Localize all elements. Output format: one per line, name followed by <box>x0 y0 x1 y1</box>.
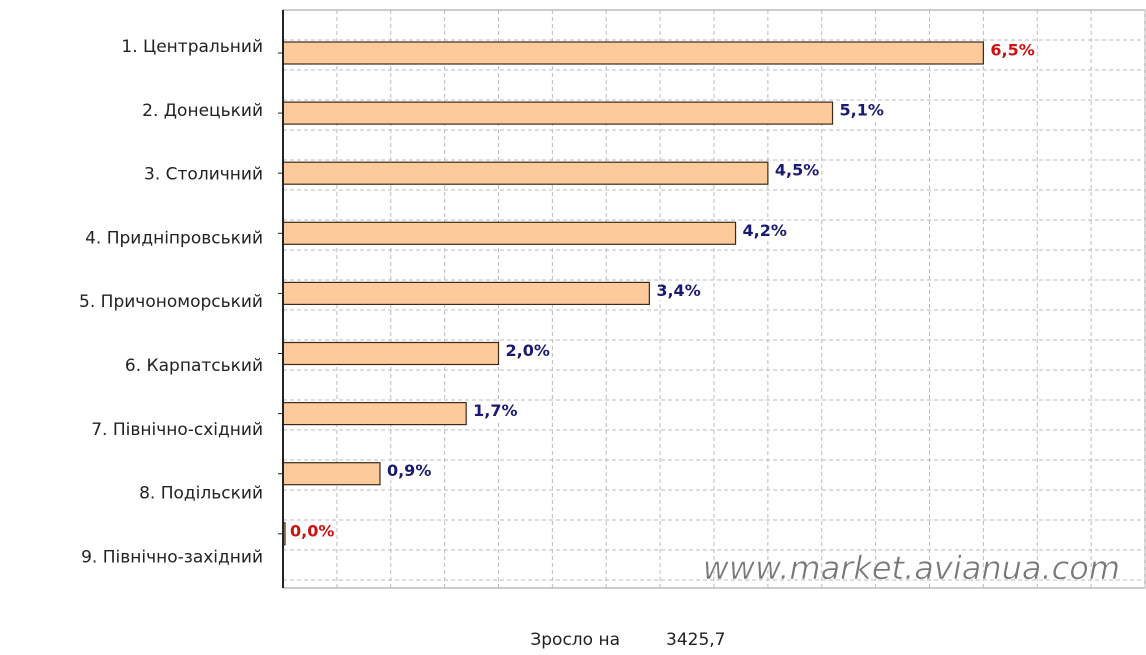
value-label: 4,5% <box>775 161 819 180</box>
value-label-bg <box>384 461 434 481</box>
y-tick-label: 2. Донецький <box>142 101 263 121</box>
value-label: 6,5% <box>990 41 1034 60</box>
y-tick-label: 5. Причономорський <box>79 292 263 312</box>
watermark: www.market.avianua.com <box>703 549 1120 587</box>
value-label: 2,0% <box>506 341 550 360</box>
bar <box>282 402 467 426</box>
value-label: 4,2% <box>743 221 787 240</box>
value-label-bg <box>288 521 337 541</box>
y-tick-label: 3. Столичний <box>144 165 263 185</box>
bar <box>282 101 834 125</box>
bar <box>282 41 984 65</box>
value-label-bg <box>654 280 703 300</box>
value-label: 3,4% <box>656 281 700 300</box>
y-tick-label: 8. Подільский <box>139 484 263 504</box>
bar <box>282 281 650 305</box>
y-tick-label: 4. Придніпровський <box>85 228 263 248</box>
y-tick-label: 7. Північно-східний <box>91 420 263 440</box>
y-tick-label: 9. Північно-західний <box>81 547 263 567</box>
value-label: 0,0% <box>290 521 334 540</box>
bar <box>282 462 381 486</box>
footer-label: Зросло на <box>530 630 620 650</box>
bar <box>282 161 769 185</box>
value-label-bg <box>837 100 886 120</box>
value-label: 0,9% <box>387 461 431 480</box>
value-label: 5,1% <box>840 101 884 120</box>
value-label-bg <box>471 401 520 421</box>
bars <box>282 41 984 546</box>
y-tick-label: 1. Центральний <box>121 37 263 57</box>
bar <box>282 221 737 245</box>
bar <box>282 341 500 366</box>
value-label-bg <box>772 160 822 180</box>
footer-value: 3425,7 <box>666 630 725 650</box>
value-label-bg <box>740 220 789 240</box>
value-label: 1,7% <box>473 401 517 420</box>
value-label-bg <box>503 341 552 360</box>
value-label-bg <box>988 40 1037 60</box>
y-tick-label: 6. Карпатський <box>125 356 263 376</box>
